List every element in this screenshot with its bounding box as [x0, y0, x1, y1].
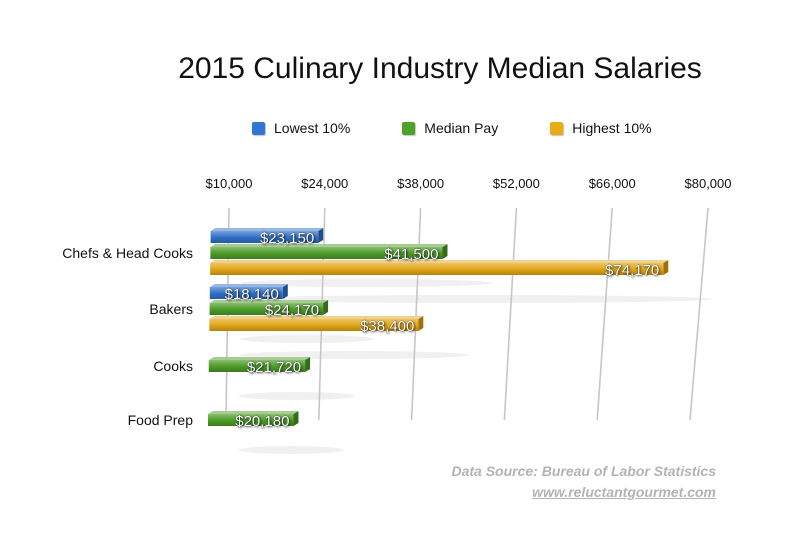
bar-top: [209, 316, 424, 319]
bar: [210, 263, 664, 275]
x-tick-label: $80,000: [685, 176, 732, 191]
chart-title: 2015 Culinary Industry Median Salaries: [178, 52, 702, 85]
legend: Lowest 10% Median Pay Highest 10%: [252, 118, 652, 138]
bar-end: [318, 228, 324, 243]
bar-top: [208, 357, 311, 360]
bar: [208, 360, 306, 372]
bar-top: [210, 260, 669, 263]
x-tick-label: $52,000: [493, 176, 540, 191]
bar-value-label: $18,140: [225, 286, 279, 303]
category-food-prep-label: Food Prep: [128, 412, 194, 428]
bar-top: [210, 244, 448, 247]
bar: [210, 247, 443, 259]
gridline: [503, 207, 518, 421]
x-tick-label: $38,000: [397, 176, 444, 191]
bar-top: [208, 411, 299, 414]
bar: [210, 231, 319, 243]
bar: [209, 319, 419, 331]
bar-top: [209, 284, 288, 287]
legend-swatch-highest: [550, 121, 564, 135]
bar-value-label: $20,180: [235, 413, 289, 430]
bar-shadow: [239, 335, 374, 343]
bar-shadow: [238, 392, 356, 400]
bar-end: [323, 300, 329, 315]
legend-item-highest: Highest 10%: [550, 120, 652, 136]
bar-shadow: [240, 295, 714, 303]
bar: [209, 303, 324, 315]
gridline: [689, 207, 709, 421]
legend-label-lowest: Lowest 10%: [274, 120, 351, 136]
gridline: [596, 207, 613, 421]
x-tick-label: $24,000: [301, 176, 348, 191]
bar-top: [210, 228, 324, 231]
bar: [209, 287, 283, 299]
category-bakers-label: Bakers: [149, 301, 193, 317]
data-source-text: Data Source: Bureau of Labor Statistics: [451, 463, 716, 479]
bar-top: [209, 300, 329, 303]
data-source-link[interactable]: www.reluctantgourmet.com: [532, 484, 716, 500]
legend-label-median: Median Pay: [424, 120, 499, 136]
bar-shadow: [240, 279, 493, 287]
bar-value-label: $38,400: [360, 318, 414, 335]
category-cooks-label: Cooks: [153, 358, 193, 374]
x-tick-label: $10,000: [206, 176, 253, 191]
legend-label-highest: Highest 10%: [572, 120, 652, 136]
bar-shadow: [238, 446, 344, 454]
bar-end: [293, 411, 299, 426]
bar-value-label: $23,150: [260, 230, 314, 247]
legend-swatch-lowest: [252, 121, 265, 135]
category-chefs-label: Chefs & Head Cooks: [62, 245, 193, 261]
bar-value-label: $24,170: [265, 302, 319, 319]
bar-value-label: $21,720: [247, 359, 301, 376]
gridline: [410, 207, 422, 421]
bar-end: [305, 357, 311, 372]
legend-item-median: Median Pay: [402, 120, 498, 136]
bar-value-label: $74,170: [605, 262, 659, 279]
bar-end: [418, 316, 424, 331]
bar-end: [442, 244, 448, 259]
x-tick-label: $66,000: [589, 176, 636, 191]
legend-swatch-median: [402, 121, 416, 135]
bar-end: [663, 260, 669, 275]
bar-end: [282, 284, 288, 299]
data-source: Data Source: Bureau of Labor Statistics …: [451, 461, 716, 503]
bar: [208, 414, 294, 426]
bar-value-label: $41,500: [384, 246, 438, 263]
legend-item-lowest: Lowest 10%: [252, 120, 350, 136]
